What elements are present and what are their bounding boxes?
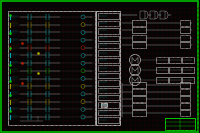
- Bar: [98, 13, 118, 19]
- Bar: [168, 67, 180, 73]
- Bar: [156, 67, 168, 73]
- Bar: [180, 35, 190, 41]
- Bar: [98, 43, 118, 48]
- Bar: [180, 82, 190, 88]
- Bar: [132, 42, 146, 48]
- Bar: [98, 36, 118, 41]
- Bar: [165, 118, 195, 130]
- Bar: [182, 67, 194, 73]
- Bar: [180, 96, 190, 102]
- Bar: [98, 58, 118, 63]
- Bar: [132, 20, 146, 26]
- Bar: [132, 103, 146, 109]
- Bar: [8, 11, 95, 125]
- Bar: [132, 89, 146, 95]
- Bar: [98, 88, 118, 93]
- Bar: [101, 103, 107, 107]
- Bar: [180, 103, 190, 109]
- Bar: [98, 73, 118, 78]
- Bar: [132, 35, 146, 41]
- Bar: [98, 117, 118, 123]
- Bar: [96, 11, 120, 125]
- Bar: [98, 110, 118, 115]
- Bar: [168, 77, 180, 83]
- Bar: [180, 27, 190, 33]
- Bar: [180, 110, 190, 116]
- Bar: [98, 28, 118, 34]
- Bar: [98, 102, 118, 108]
- Bar: [168, 57, 180, 63]
- Bar: [98, 95, 118, 100]
- Bar: [182, 77, 194, 83]
- Bar: [98, 65, 118, 71]
- Bar: [98, 21, 118, 26]
- Bar: [180, 89, 190, 95]
- Bar: [132, 82, 146, 88]
- Bar: [180, 42, 190, 48]
- Bar: [98, 80, 118, 86]
- Bar: [156, 57, 168, 63]
- Bar: [98, 50, 118, 56]
- Bar: [180, 20, 190, 26]
- Bar: [132, 27, 146, 33]
- Bar: [156, 77, 168, 83]
- Bar: [182, 57, 194, 63]
- Bar: [132, 110, 146, 116]
- Bar: [132, 96, 146, 102]
